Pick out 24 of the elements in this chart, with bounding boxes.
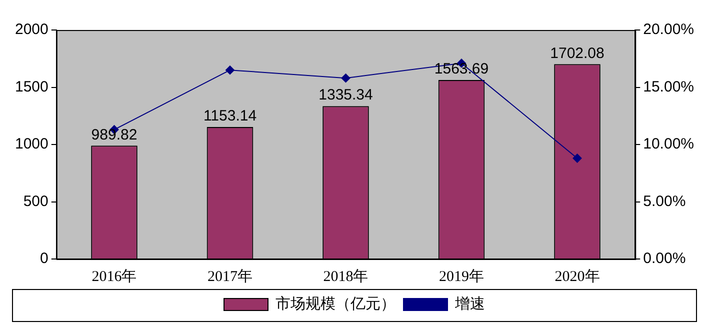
y2-tick-label: 5.00%: [643, 192, 686, 210]
x-tick-label: 2020年: [554, 268, 600, 285]
y2-tick-label: 0.00%: [643, 250, 686, 268]
data-label: 989.82: [91, 126, 138, 144]
data-label: 1335.34: [318, 86, 373, 104]
data-label: 1153.14: [203, 108, 257, 125]
y-tick-label: 1000: [14, 136, 48, 153]
x-tick-label: 2017年: [207, 268, 252, 285]
y-tick-label: 2000: [14, 21, 48, 38]
y2-tick-label: 20.00%: [643, 21, 694, 38]
x-tick-label: 2016年: [92, 268, 137, 285]
y2-tick-label: 10.00%: [643, 136, 694, 153]
y2-tick-label: 15.00%: [643, 78, 694, 96]
y-tick-label: 500: [23, 192, 48, 210]
point: [341, 74, 350, 83]
point: [572, 154, 582, 163]
x-tick-label: 2018年: [323, 268, 368, 285]
x-tick-label: 2019年: [439, 268, 484, 285]
y-tick-label: 1500: [14, 78, 48, 96]
point: [225, 66, 234, 75]
y-tick-label: 0: [40, 250, 48, 268]
data-label: 1702.08: [550, 44, 604, 62]
legend-label: 增速: [454, 294, 485, 312]
legend-label: 市场规模（亿元）: [276, 294, 396, 312]
